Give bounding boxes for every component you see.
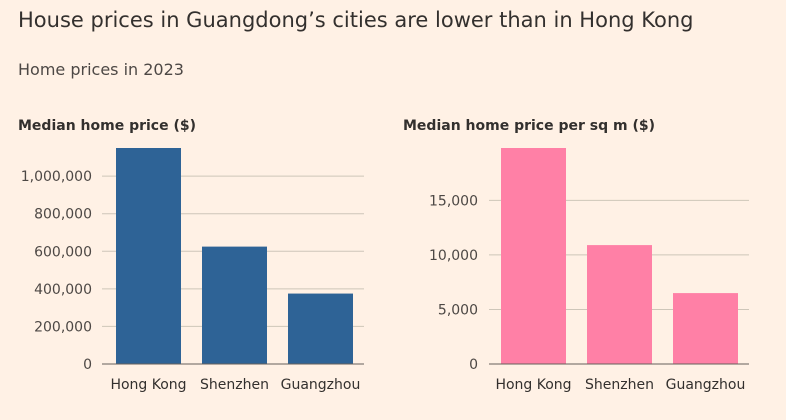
- x-tick-label: Hong Kong: [110, 377, 186, 393]
- bar-hong-kong: [501, 148, 566, 364]
- y-tick-label: 800,000: [34, 207, 92, 223]
- y-tick-label: 200,000: [34, 319, 92, 335]
- y-tick-label: 15,000: [429, 193, 478, 209]
- bar-guangzhou: [673, 293, 738, 364]
- x-tick-label: Guangzhou: [666, 377, 746, 393]
- x-tick-label: Hong Kong: [495, 377, 571, 393]
- y-tick-label: 10,000: [429, 248, 478, 264]
- bar-hong-kong: [116, 148, 181, 364]
- y-tick-label: 400,000: [34, 282, 92, 298]
- right-panel-title: Median home price per sq m ($): [403, 118, 655, 134]
- x-tick-label: Shenzhen: [585, 377, 654, 393]
- y-tick-label: 0: [469, 357, 478, 373]
- chart-subtitle: Home prices in 2023: [18, 60, 184, 79]
- y-tick-label: 1,000,000: [21, 169, 92, 185]
- bar-guangzhou: [288, 293, 353, 364]
- y-tick-label: 0: [83, 357, 92, 373]
- x-tick-label: Shenzhen: [200, 377, 269, 393]
- median-home-price-chart: 0 200,000 400,000 600,000 800,000 1,000,000 Ho…: [21, 148, 364, 393]
- bar-shenzhen: [587, 245, 652, 364]
- left-panel-title: Median home price ($): [18, 118, 197, 134]
- bar-shenzhen: [202, 246, 267, 364]
- x-tick-label: Guangzhou: [281, 377, 361, 393]
- y-tick-label: 600,000: [34, 244, 92, 260]
- y-tick-label: 5,000: [438, 302, 478, 318]
- price-per-sqm-chart: 0 5,000 10,000 15,000 Hong Kong Shenzhen Guang…: [429, 148, 749, 393]
- chart-title: House prices in Guangdong’s cities are l…: [18, 8, 694, 32]
